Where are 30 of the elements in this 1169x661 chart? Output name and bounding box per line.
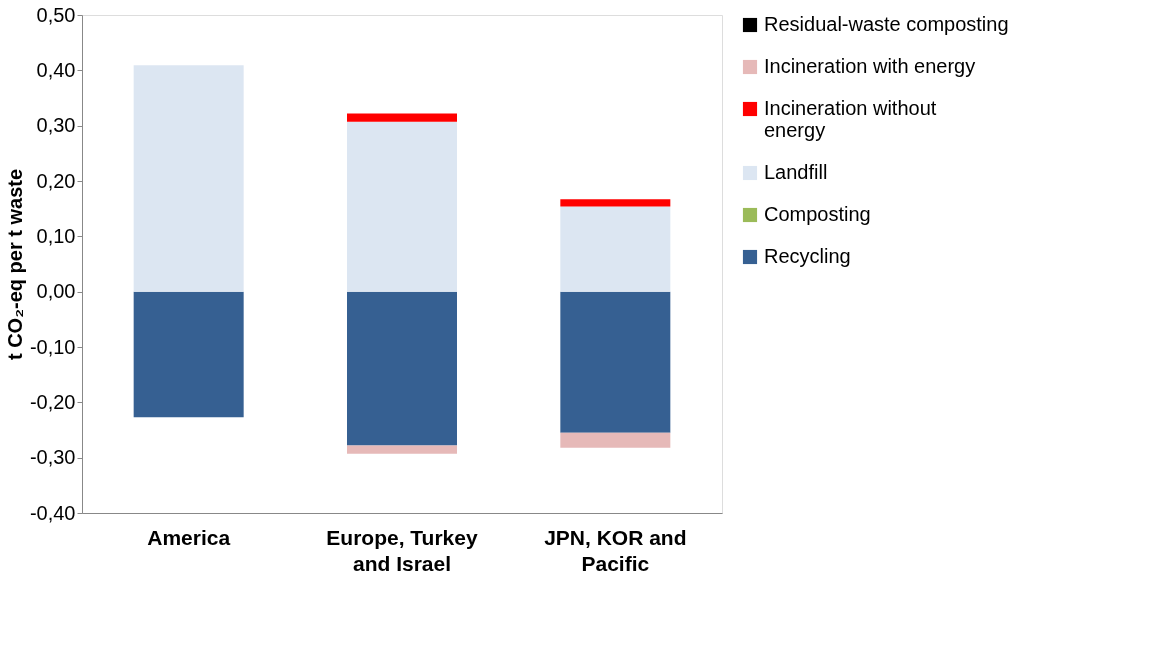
legend-label: Residual-waste composting	[764, 13, 1009, 35]
y-tick-label: 0,10	[36, 224, 76, 247]
bar	[133, 65, 244, 292]
x-tick-label: America	[147, 525, 231, 549]
y-tick-label: 0,50	[36, 3, 76, 26]
y-tick-label: -0,20	[29, 390, 76, 413]
bar	[560, 432, 671, 448]
y-tick-label: 0,00	[36, 280, 76, 303]
y-tick-label: 0,20	[36, 169, 76, 192]
y-tick-label: -0,10	[29, 335, 76, 358]
legend-label: Composting	[764, 203, 871, 225]
y-tick-label: 0,40	[36, 58, 76, 81]
y-axis-title: t CO₂-eq per t waste	[3, 168, 26, 361]
x-tick-label: JPN, KOR and Pacific	[544, 525, 687, 575]
legend-label: Landfill	[764, 161, 828, 183]
bar	[560, 291, 671, 433]
y-tick-label: 0,30	[36, 114, 76, 137]
bar	[347, 291, 457, 446]
x-tick-label: Europe, Turkey and Israel	[326, 525, 478, 575]
bar	[347, 121, 457, 292]
legend-label: Incineration without energy	[764, 97, 937, 141]
bar	[560, 206, 671, 292]
y-tick-label: -0,30	[29, 446, 76, 469]
bar	[347, 445, 457, 454]
legend-label: Recycling	[764, 245, 851, 267]
bar	[133, 291, 244, 418]
bar	[347, 113, 457, 122]
y-tick-label: -0,40	[29, 501, 76, 524]
bar	[560, 199, 671, 207]
legend-label: Incineration with energy	[764, 55, 976, 77]
